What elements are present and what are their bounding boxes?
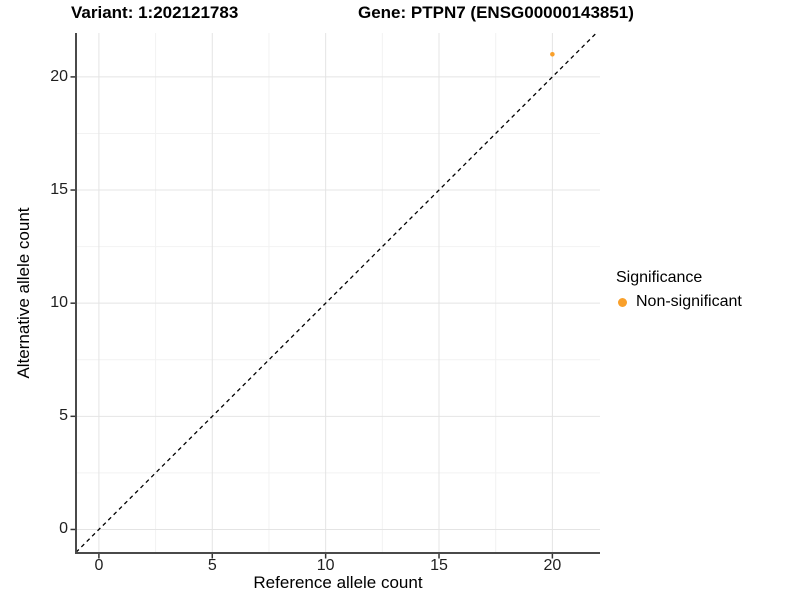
- legend-title: Significance: [616, 269, 703, 286]
- plot-title-gene: Gene: PTPN7 (ENSG00000143851): [358, 3, 634, 22]
- y-tick-label: 5: [59, 407, 68, 425]
- x-tick-label: 5: [207, 557, 217, 574]
- x-tick-label: 0: [94, 557, 104, 574]
- x-tick-label: 10: [316, 557, 335, 574]
- y-tick-label: 20: [50, 67, 68, 85]
- x-tick-label: 15: [430, 557, 448, 574]
- y-tick-label: 10: [50, 294, 68, 312]
- y-axis-title: Alternative allele count: [14, 207, 33, 379]
- x-tick-label: 20: [543, 557, 562, 574]
- identity-dashed-line: [75, 32, 597, 553]
- legend-item-label: Non-significant: [636, 293, 742, 310]
- plot-title-variant: Variant: 1:202121783: [71, 3, 239, 22]
- legend-point-icon: [618, 297, 627, 307]
- x-axis-title: Reference allele count: [253, 573, 423, 592]
- legend: Significance Non-significant: [616, 268, 742, 311]
- y-tick-label: 0: [59, 520, 68, 538]
- y-tick-label: 15: [50, 181, 68, 199]
- data-point: [550, 51, 555, 57]
- legend-item-non-significant: Non-significant: [616, 293, 742, 311]
